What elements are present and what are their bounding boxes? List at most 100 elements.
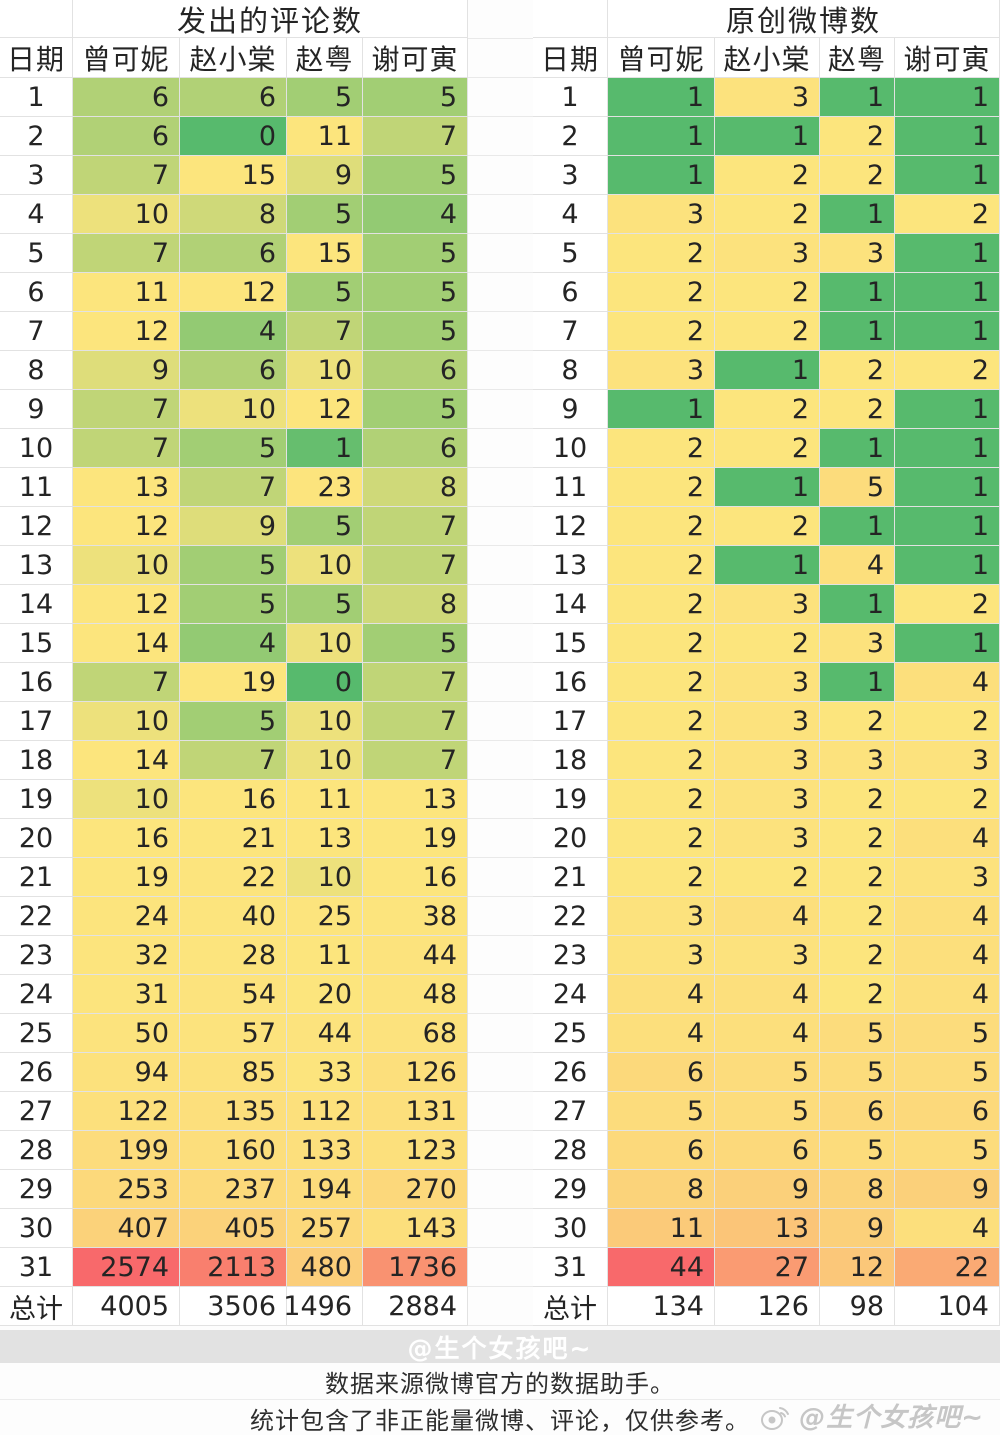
comments-table: 发出的评论数 日期 曾可妮 赵小棠 赵粤 谢可寅 1 6 6 5 5 2 6 0 11 7 3 7 15 9 5 4 10 8… — [0, 0, 468, 1326]
column-header: 曾可妮 — [608, 38, 715, 78]
value-cell: 2 — [715, 312, 820, 351]
total-label: 总计 — [0, 1287, 73, 1326]
date-cell: 24 — [533, 975, 608, 1014]
value-cell: 1 — [820, 78, 895, 117]
value-cell: 19 — [180, 663, 287, 702]
date-cell: 21 — [533, 858, 608, 897]
value-cell: 2 — [608, 546, 715, 585]
value-cell: 3 — [715, 741, 820, 780]
value-cell: 2 — [715, 858, 820, 897]
disclaimer-note: 统计包含了非正能量微博、评论，仅供参考。 — [250, 1406, 750, 1435]
date-cell: 14 — [533, 585, 608, 624]
value-cell: 1 — [287, 429, 363, 468]
value-cell: 4 — [895, 936, 1000, 975]
value-cell: 123 — [363, 1131, 468, 1170]
value-cell: 0 — [287, 663, 363, 702]
value-cell: 1 — [820, 585, 895, 624]
date-cell: 3 — [533, 156, 608, 195]
value-cell: 2 — [820, 156, 895, 195]
value-cell: 4 — [363, 195, 468, 234]
value-cell: 4 — [180, 624, 287, 663]
value-cell: 131 — [363, 1092, 468, 1131]
value-cell: 5 — [363, 234, 468, 273]
value-cell: 19 — [73, 858, 180, 897]
value-cell: 2 — [715, 624, 820, 663]
watermark-bar-text: @生个女孩吧~ — [407, 1333, 593, 1363]
date-cell: 15 — [0, 624, 73, 663]
value-cell: 7 — [363, 546, 468, 585]
value-cell: 20 — [287, 975, 363, 1014]
value-cell: 2 — [608, 624, 715, 663]
value-cell: 3 — [715, 663, 820, 702]
table-title: 发出的评论数 — [73, 0, 468, 38]
value-cell: 5 — [608, 1092, 715, 1131]
corner-cell — [0, 0, 73, 38]
value-cell: 10 — [287, 741, 363, 780]
value-cell: 1 — [895, 390, 1000, 429]
value-cell: 31 — [73, 975, 180, 1014]
value-cell: 2 — [608, 663, 715, 702]
value-cell: 22 — [180, 858, 287, 897]
value-cell: 4 — [180, 312, 287, 351]
value-cell: 13 — [363, 780, 468, 819]
value-cell: 2 — [715, 156, 820, 195]
value-cell: 237 — [180, 1170, 287, 1209]
value-cell: 2 — [895, 195, 1000, 234]
value-cell: 5 — [180, 702, 287, 741]
value-cell: 2574 — [73, 1248, 180, 1287]
value-cell: 8 — [363, 585, 468, 624]
value-cell: 11 — [73, 273, 180, 312]
column-header: 赵粤 — [820, 38, 895, 78]
value-cell: 4 — [715, 1014, 820, 1053]
value-cell: 7 — [363, 663, 468, 702]
date-cell: 5 — [0, 234, 73, 273]
value-cell: 160 — [180, 1131, 287, 1170]
value-cell: 1 — [715, 546, 820, 585]
weibo-logo-icon — [761, 1406, 790, 1430]
value-cell: 1 — [715, 117, 820, 156]
value-cell: 13 — [287, 819, 363, 858]
value-cell: 1 — [895, 312, 1000, 351]
value-cell: 4 — [715, 975, 820, 1014]
value-cell: 2 — [820, 390, 895, 429]
date-cell: 27 — [533, 1092, 608, 1131]
date-cell: 25 — [0, 1014, 73, 1053]
value-cell: 3 — [895, 858, 1000, 897]
value-cell: 2 — [608, 507, 715, 546]
value-cell: 7 — [363, 507, 468, 546]
value-cell: 11 — [608, 1209, 715, 1248]
value-cell: 2 — [608, 273, 715, 312]
date-cell: 19 — [533, 780, 608, 819]
value-cell: 33 — [287, 1053, 363, 1092]
date-cell: 18 — [533, 741, 608, 780]
value-cell: 16 — [180, 780, 287, 819]
date-cell: 6 — [533, 273, 608, 312]
watermark-bar: @生个女孩吧~ — [0, 1330, 1000, 1363]
value-cell: 6 — [608, 1131, 715, 1170]
value-cell: 2 — [820, 780, 895, 819]
value-cell: 12 — [820, 1248, 895, 1287]
value-cell: 9 — [820, 1209, 895, 1248]
value-cell: 11 — [287, 117, 363, 156]
value-cell: 1 — [820, 507, 895, 546]
value-cell: 2 — [895, 780, 1000, 819]
value-cell: 133 — [287, 1131, 363, 1170]
value-cell: 2 — [608, 741, 715, 780]
value-cell: 8 — [608, 1170, 715, 1209]
date-cell: 14 — [0, 585, 73, 624]
value-cell: 8 — [363, 468, 468, 507]
value-cell: 5 — [180, 546, 287, 585]
value-cell: 5 — [363, 78, 468, 117]
date-cell: 23 — [0, 936, 73, 975]
value-cell: 7 — [363, 741, 468, 780]
value-cell: 44 — [363, 936, 468, 975]
value-cell: 32 — [73, 936, 180, 975]
date-cell: 20 — [0, 819, 73, 858]
column-header: 日期 — [0, 38, 73, 78]
value-cell: 9 — [895, 1170, 1000, 1209]
value-cell: 2 — [820, 117, 895, 156]
value-cell: 3 — [715, 585, 820, 624]
value-cell: 1 — [820, 663, 895, 702]
value-cell: 3 — [608, 195, 715, 234]
value-cell: 13 — [73, 468, 180, 507]
